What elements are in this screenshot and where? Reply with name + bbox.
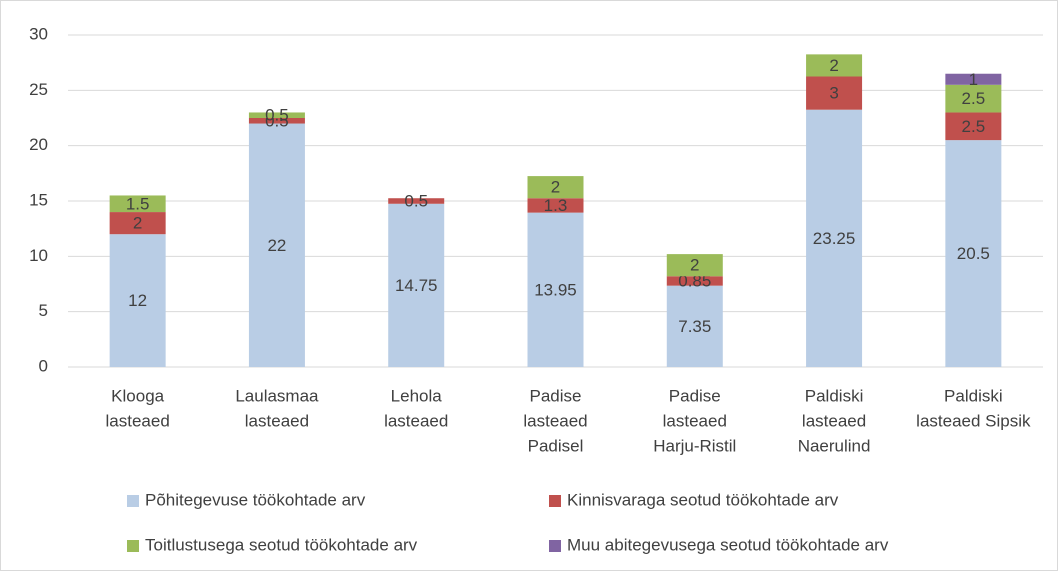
data-label: 2 bbox=[829, 56, 838, 75]
data-label: 2.5 bbox=[962, 89, 986, 108]
bar-segment bbox=[388, 203, 445, 367]
data-label: 1.3 bbox=[544, 196, 568, 215]
legend-swatch bbox=[549, 540, 561, 552]
x-tick-label: Klooga bbox=[111, 386, 164, 405]
x-tick-label: lasteaed bbox=[384, 411, 448, 430]
bar-segment bbox=[806, 109, 863, 367]
bar-segment bbox=[806, 76, 863, 110]
x-tick-label: Paldiski bbox=[805, 386, 864, 405]
data-label: 12 bbox=[128, 291, 147, 310]
bar-segment bbox=[945, 84, 1002, 113]
bar-segment bbox=[248, 118, 305, 124]
bar-segment bbox=[109, 234, 166, 367]
bar-segment bbox=[945, 73, 1002, 85]
bar-segment bbox=[806, 54, 863, 77]
x-tick-label: lasteaed bbox=[802, 411, 866, 430]
data-label: 20.5 bbox=[957, 244, 990, 263]
bar-segment bbox=[248, 123, 305, 368]
x-tick-label: Lehola bbox=[391, 386, 443, 405]
y-tick-label: 30 bbox=[29, 24, 48, 43]
bar-segment bbox=[109, 195, 166, 213]
bar-segment bbox=[666, 285, 723, 367]
legend-label: Toitlustusega seotud töökohtade arv bbox=[145, 535, 418, 554]
legend-label: Põhitegevuse töökohtade arv bbox=[145, 490, 366, 509]
bar-segment bbox=[527, 198, 584, 213]
x-tick-label: Padise bbox=[669, 386, 721, 405]
data-label: 0.5 bbox=[265, 106, 289, 125]
y-tick-label: 10 bbox=[29, 246, 48, 265]
data-label: 2 bbox=[551, 178, 560, 197]
x-tick-label: Harju-Ristil bbox=[653, 436, 736, 455]
x-tick-label: Paldiski bbox=[944, 386, 1003, 405]
x-tick-label: Naerulind bbox=[798, 436, 871, 455]
data-label: 1 bbox=[969, 70, 978, 89]
legend-swatch bbox=[127, 495, 139, 507]
data-label: 3 bbox=[829, 84, 838, 103]
bar-segment bbox=[945, 140, 1002, 367]
y-tick-label: 0 bbox=[39, 356, 48, 375]
y-tick-label: 15 bbox=[29, 190, 48, 209]
bar-segment bbox=[666, 276, 723, 286]
data-label: 13.95 bbox=[534, 280, 577, 299]
bar-segment bbox=[248, 112, 305, 118]
bar-segment bbox=[527, 212, 584, 367]
data-label: 2 bbox=[690, 256, 699, 275]
x-tick-label: Laulasmaa bbox=[235, 386, 319, 405]
bar-segment bbox=[945, 112, 1002, 141]
y-tick-label: 5 bbox=[39, 301, 48, 320]
legend-swatch bbox=[549, 495, 561, 507]
data-label: 23.25 bbox=[813, 229, 856, 248]
bar-segment bbox=[527, 176, 584, 199]
data-label: 14.75 bbox=[395, 276, 438, 295]
legend-label: Muu abitegevusega seotud töökohtade arv bbox=[567, 535, 889, 554]
x-tick-label: Padisel bbox=[528, 436, 584, 455]
x-tick-label: lasteaed Sipsik bbox=[916, 411, 1031, 430]
x-tick-label: Padise bbox=[530, 386, 582, 405]
data-label: 2.5 bbox=[962, 117, 986, 136]
data-label: 7.35 bbox=[678, 317, 711, 336]
data-label: 2 bbox=[133, 214, 142, 233]
data-label: 0.5 bbox=[404, 191, 428, 210]
x-tick-label: lasteaed bbox=[663, 411, 727, 430]
legend-label: Kinnisvaraga seotud töökohtade arv bbox=[567, 490, 839, 509]
y-tick-label: 20 bbox=[29, 135, 48, 154]
y-tick-label: 25 bbox=[29, 80, 48, 99]
x-tick-label: lasteaed bbox=[523, 411, 587, 430]
bar-segment bbox=[109, 212, 166, 235]
legend-swatch bbox=[127, 540, 139, 552]
x-tick-label: lasteaed bbox=[245, 411, 309, 430]
bar-segment bbox=[666, 254, 723, 277]
bar-segment bbox=[388, 198, 445, 204]
data-label: 22 bbox=[267, 236, 286, 255]
data-label: 1.5 bbox=[126, 194, 150, 213]
x-tick-label: lasteaed bbox=[106, 411, 170, 430]
